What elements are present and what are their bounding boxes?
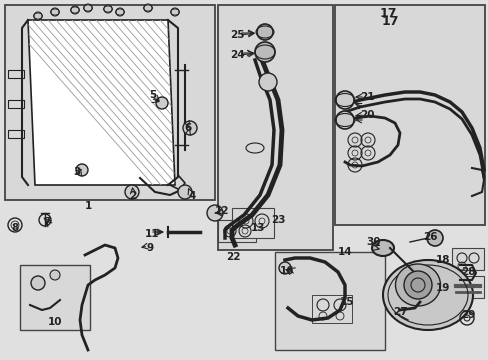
- Text: 28: 28: [460, 267, 474, 277]
- Text: 8: 8: [11, 223, 19, 233]
- Text: 19: 19: [435, 283, 449, 293]
- Text: 11: 11: [144, 229, 159, 239]
- Circle shape: [116, 8, 124, 16]
- Circle shape: [143, 4, 152, 12]
- Text: 13: 13: [250, 223, 264, 233]
- Text: 20: 20: [359, 110, 373, 120]
- Text: 5: 5: [149, 90, 156, 100]
- Bar: [218, 220, 256, 242]
- Text: 10: 10: [48, 317, 62, 327]
- Polygon shape: [28, 20, 175, 185]
- Text: 30: 30: [366, 237, 381, 247]
- Text: 26: 26: [422, 232, 436, 242]
- Text: 23: 23: [270, 215, 285, 225]
- Text: 7: 7: [43, 217, 51, 227]
- Bar: [274, 252, 384, 350]
- Ellipse shape: [371, 240, 393, 256]
- Circle shape: [426, 230, 442, 246]
- Text: 9: 9: [146, 243, 153, 253]
- Text: 2: 2: [129, 191, 136, 201]
- Circle shape: [84, 4, 92, 12]
- Bar: [334, 5, 484, 225]
- Bar: [451, 248, 483, 270]
- Ellipse shape: [382, 260, 472, 330]
- Bar: [311, 295, 351, 323]
- Text: 4: 4: [188, 191, 195, 201]
- Text: 17: 17: [379, 6, 396, 19]
- Circle shape: [335, 111, 353, 129]
- Bar: [218, 5, 332, 250]
- Circle shape: [206, 205, 223, 221]
- Text: 18: 18: [435, 255, 449, 265]
- Text: 14: 14: [337, 247, 351, 257]
- Text: 16: 16: [279, 266, 294, 276]
- Circle shape: [178, 185, 192, 199]
- Circle shape: [104, 5, 112, 13]
- Circle shape: [156, 97, 168, 109]
- Circle shape: [257, 24, 272, 40]
- Bar: [8, 70, 24, 78]
- Bar: [5, 5, 215, 200]
- Circle shape: [171, 8, 179, 16]
- Text: 12: 12: [214, 206, 229, 216]
- Bar: [20, 265, 90, 330]
- Circle shape: [125, 185, 139, 199]
- Bar: [231, 208, 273, 238]
- Text: 17: 17: [381, 15, 398, 28]
- Circle shape: [254, 42, 274, 62]
- Bar: [8, 100, 24, 108]
- Text: 27: 27: [392, 307, 407, 317]
- Bar: [8, 130, 24, 138]
- Text: 15: 15: [339, 297, 353, 307]
- Circle shape: [183, 121, 197, 135]
- Text: 22: 22: [225, 252, 240, 262]
- Circle shape: [279, 262, 290, 274]
- Circle shape: [50, 270, 60, 280]
- Text: 1: 1: [84, 201, 91, 211]
- Text: 29: 29: [460, 310, 474, 320]
- Text: 24: 24: [229, 50, 244, 60]
- Circle shape: [76, 164, 88, 176]
- Circle shape: [71, 6, 79, 14]
- Circle shape: [259, 73, 276, 91]
- Text: 25: 25: [229, 30, 244, 40]
- Circle shape: [335, 91, 353, 109]
- Ellipse shape: [395, 264, 440, 306]
- Text: 6: 6: [184, 123, 191, 133]
- Text: 21: 21: [359, 92, 373, 102]
- Bar: [451, 276, 483, 298]
- Text: 3: 3: [73, 167, 81, 177]
- Circle shape: [51, 8, 59, 16]
- Circle shape: [31, 276, 45, 290]
- Circle shape: [403, 271, 431, 299]
- Circle shape: [34, 12, 42, 20]
